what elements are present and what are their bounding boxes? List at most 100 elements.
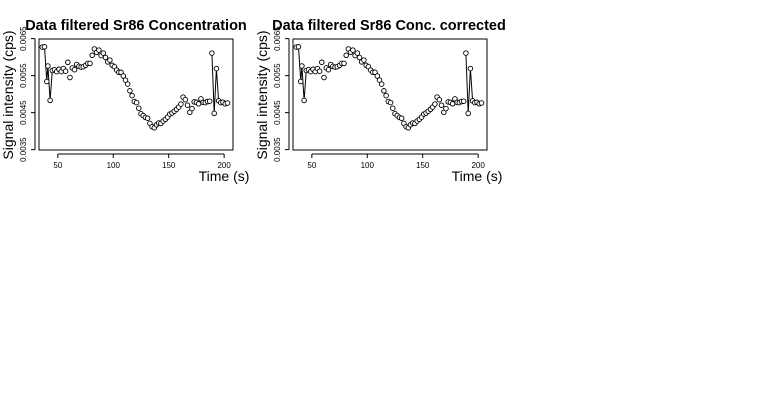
data-point (107, 57, 113, 63)
data-point (325, 66, 332, 73)
plot-frame (38, 38, 234, 151)
data-point (295, 44, 302, 50)
data-point (71, 66, 78, 73)
data-point (465, 110, 471, 117)
y-tick-label: 0.0035 (19, 137, 28, 162)
data-point (374, 73, 381, 79)
y-tick-label: 0.0045 (19, 100, 28, 125)
data-point (122, 77, 129, 83)
data-point (319, 59, 325, 66)
data-point (443, 105, 449, 112)
data-point (41, 44, 48, 50)
y-tick-label: 0.0045 (273, 100, 282, 125)
data-point (136, 105, 142, 111)
data-point (449, 101, 456, 107)
data-point (478, 100, 485, 106)
data-point (45, 63, 51, 69)
data-point (438, 102, 445, 108)
series-line-segment (42, 46, 55, 101)
data-point (195, 101, 202, 107)
y-tick-label: 0.0055 (19, 63, 28, 88)
data-point (184, 102, 191, 108)
data-point (301, 97, 307, 104)
data-point (321, 74, 327, 81)
data-point (62, 68, 69, 74)
data-point (102, 54, 109, 61)
data-point (383, 92, 389, 99)
x-tick-label: 100 (361, 161, 375, 170)
data-point (87, 60, 93, 67)
data-point (211, 110, 217, 117)
series-line-segment (296, 46, 309, 101)
data-point (299, 63, 305, 69)
data-point (209, 50, 215, 56)
data-point (463, 50, 469, 56)
data-point (47, 97, 53, 104)
data-points (293, 44, 485, 131)
x-tick-label: 150 (162, 161, 176, 170)
x-tick-label: 150 (416, 161, 430, 170)
data-point (213, 65, 220, 72)
data-point (206, 98, 213, 104)
data-point (96, 47, 102, 53)
x-axis-label: Time (s) (199, 168, 250, 184)
data-point (467, 65, 474, 72)
y-axis-label: Signal intensity (cps) (0, 30, 16, 159)
chart-panel-2: Data filtered Sr86 Conc. corrected 50 100 1… (254, 18, 506, 184)
data-point (460, 98, 467, 104)
data-point (354, 50, 361, 56)
data-point (100, 50, 107, 56)
y-tick-label: 0.0065 (273, 26, 282, 51)
data-point (182, 96, 189, 103)
chart-title: Data filtered Sr86 Concentration (25, 18, 247, 34)
data-point (350, 47, 356, 53)
data-point (298, 78, 304, 85)
data-point (144, 115, 151, 121)
data-point (432, 101, 438, 107)
data-point (436, 96, 443, 103)
data-point (65, 59, 71, 66)
data-points (39, 44, 231, 131)
y-tick-label: 0.0035 (273, 137, 282, 162)
data-point (378, 81, 385, 87)
data-point (124, 81, 131, 87)
x-tick-label: 50 (307, 161, 316, 170)
data-point (127, 88, 133, 94)
data-point (224, 100, 231, 106)
data-point (381, 88, 387, 94)
plot-frame (292, 38, 488, 151)
x-axis-label: Time (s) (452, 168, 503, 184)
data-point (44, 78, 50, 85)
chart-panels: Data filtered Sr86 Concentration 50 100 150… (0, 18, 506, 184)
data-point (129, 92, 135, 99)
x-tick-label: 50 (53, 161, 62, 170)
data-point (316, 68, 323, 74)
data-point (376, 77, 383, 83)
data-point (343, 52, 349, 59)
data-point (120, 73, 127, 79)
chart-title: Data filtered Sr86 Conc. corrected (272, 18, 506, 34)
chart-panel-1: Data filtered Sr86 Concentration 50 100 150… (0, 18, 249, 184)
data-point (67, 74, 73, 81)
data-point (189, 105, 195, 112)
data-point (387, 99, 394, 106)
data-point (356, 54, 363, 61)
y-tick-label: 0.0065 (19, 26, 28, 51)
data-point (361, 57, 367, 63)
x-tick-label: 200 (471, 161, 485, 170)
data-point (133, 99, 140, 106)
data-point (178, 101, 184, 107)
y-axis-label: Signal intensity (cps) (254, 30, 270, 159)
data-point (89, 52, 95, 59)
data-point (390, 105, 396, 111)
y-tick-label: 0.0055 (273, 63, 282, 88)
x-tick-label: 200 (217, 161, 231, 170)
data-point (398, 115, 405, 121)
x-tick-label: 100 (107, 161, 121, 170)
data-point (341, 60, 347, 67)
